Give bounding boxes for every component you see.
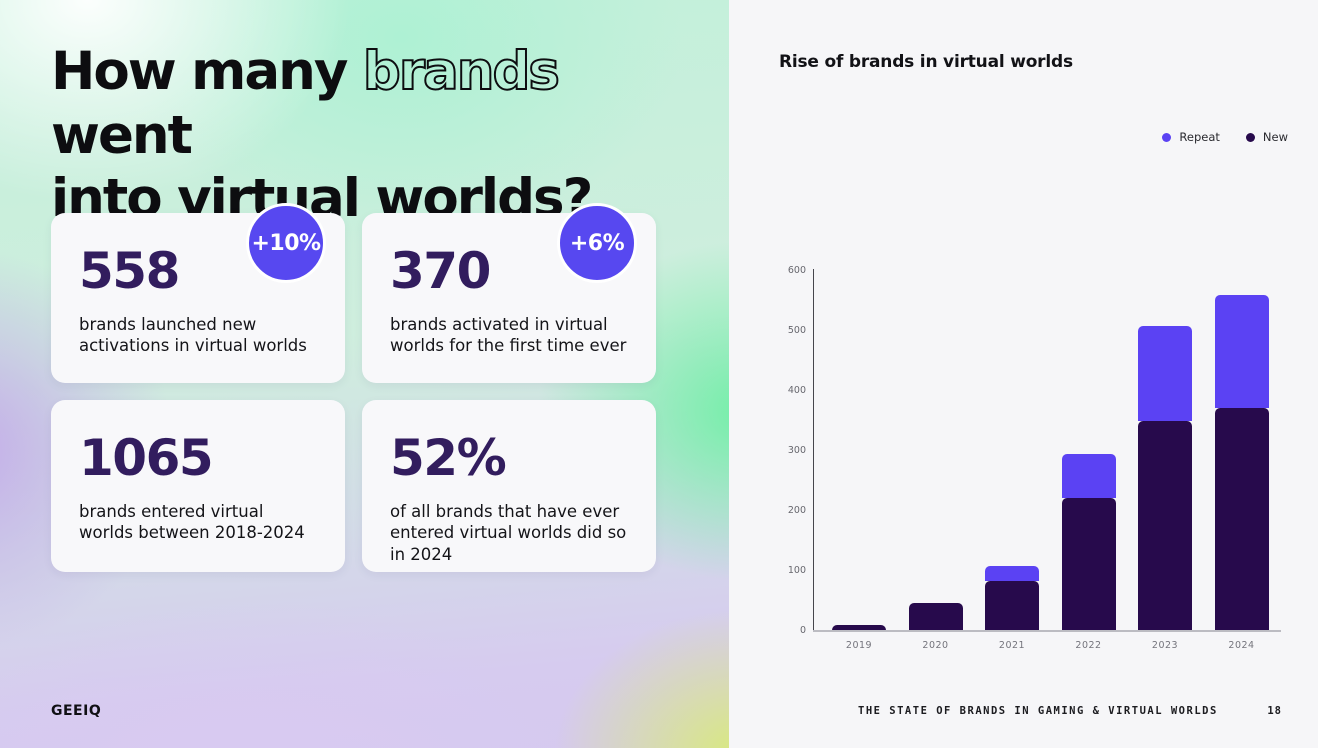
bar-2022 bbox=[1061, 454, 1116, 630]
bar-segment-new bbox=[908, 603, 963, 630]
chart-legend: Repeat New bbox=[1162, 130, 1288, 144]
title-highlight-outline: brands bbox=[362, 40, 561, 103]
y-tick-label: 600 bbox=[787, 265, 806, 276]
stat-card-first-time: 370 +6% brands activated in virtual worl… bbox=[362, 203, 656, 383]
bar-2019 bbox=[832, 625, 886, 630]
stat-value: 370 bbox=[390, 242, 491, 300]
stat-value: 1065 bbox=[79, 429, 214, 487]
x-tick-label: 2024 bbox=[1228, 640, 1255, 651]
x-tick-label: 2019 bbox=[845, 640, 873, 651]
legend-dot-icon bbox=[1245, 132, 1255, 142]
bar-2021 bbox=[985, 566, 1039, 630]
legend-item-repeat: Repeat bbox=[1162, 130, 1220, 144]
legend-dot-icon bbox=[1162, 132, 1172, 142]
geeiq-logo: GEEIQ bbox=[51, 703, 102, 719]
y-tick-label: 300 bbox=[787, 445, 806, 456]
title-post: went bbox=[51, 104, 193, 166]
bar-segment-new bbox=[1214, 407, 1269, 630]
bar-segment-new bbox=[985, 580, 1039, 630]
x-axis-line bbox=[813, 630, 1281, 632]
report-title: THE STATE OF BRANDS IN GAMING & VIRTUAL … bbox=[858, 705, 1218, 717]
growth-badge: +10% bbox=[246, 203, 326, 283]
stat-description: brands activated in virtual worlds for t… bbox=[390, 314, 627, 356]
x-tick-label: 2022 bbox=[1075, 640, 1102, 651]
x-tick-label: 2021 bbox=[998, 640, 1026, 651]
stat-value: 558 bbox=[79, 242, 180, 300]
bar-segment-repeat bbox=[985, 566, 1039, 581]
stat-card-percent-2024: 52% of all brands that have ever entered… bbox=[362, 400, 656, 572]
bar-segment-repeat bbox=[1061, 454, 1116, 498]
x-tick-label: 2023 bbox=[1151, 640, 1179, 651]
y-axis-line bbox=[813, 269, 814, 630]
legend-item-new: New bbox=[1245, 130, 1288, 144]
stat-description: brands launched new activations in virtu… bbox=[79, 314, 307, 356]
bar-segment-new bbox=[1061, 497, 1116, 630]
chart-panel: Rise of brands in virtual worlds Repeat N… bbox=[729, 0, 1318, 748]
y-tick-label: 400 bbox=[787, 385, 806, 396]
bar-2023 bbox=[1138, 325, 1192, 630]
stat-card-total-entered: 1065 brands entered virtual worlds betwe… bbox=[51, 400, 345, 572]
y-tick-label: 500 bbox=[787, 325, 806, 336]
stat-cards-grid: 558 +10% brands launched new activations… bbox=[51, 203, 656, 572]
stat-description: of all brands that have ever entered vir… bbox=[390, 501, 627, 565]
bar-segment-new bbox=[1138, 420, 1192, 630]
legend-label: New bbox=[1262, 130, 1288, 144]
legend-label: Repeat bbox=[1179, 130, 1220, 144]
y-tick-label: 0 bbox=[799, 625, 806, 636]
bar-2020 bbox=[908, 603, 963, 630]
stat-description: brands entered virtual worlds between 20… bbox=[79, 501, 305, 543]
x-tick-label: 2020 bbox=[922, 640, 949, 651]
bar-segment-new bbox=[832, 625, 886, 630]
y-tick-label: 200 bbox=[787, 505, 806, 516]
title-pre: How many bbox=[51, 41, 363, 102]
stat-card-activations: 558 +10% brands launched new activations… bbox=[51, 203, 345, 383]
stat-value: 52% bbox=[390, 429, 507, 487]
bar-segment-repeat bbox=[1214, 295, 1269, 408]
bar-2024 bbox=[1214, 295, 1269, 630]
y-tick-label: 100 bbox=[787, 565, 806, 576]
growth-badge: +6% bbox=[557, 203, 637, 283]
bar-segment-repeat bbox=[1138, 325, 1192, 421]
page-number: 18 bbox=[1267, 705, 1282, 717]
intro-panel: How many brands went into virtual worlds?… bbox=[0, 0, 729, 748]
chart-title: Rise of brands in virtual worlds bbox=[779, 52, 1073, 72]
